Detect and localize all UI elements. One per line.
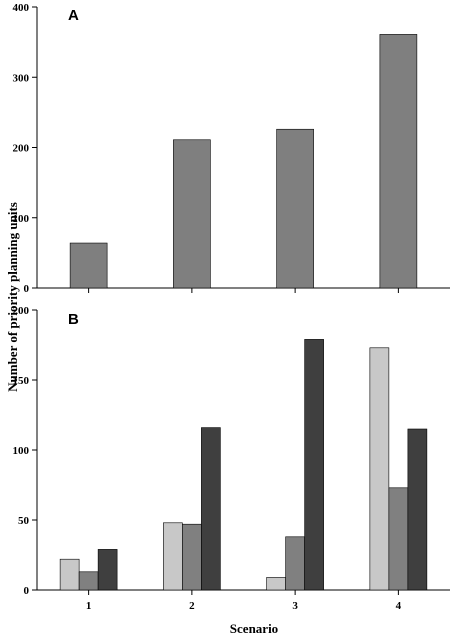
panel-b: B 0 50 100 150 200 1 2 3 4 [13, 305, 450, 612]
x-tick-label: 2 [189, 600, 195, 612]
bar [379, 34, 418, 289]
x-axis-title: Scenario [230, 621, 278, 636]
panel-a-label: A [68, 7, 79, 24]
bar [97, 549, 118, 591]
bar [201, 427, 221, 591]
bar [59, 558, 80, 591]
y-tick-label: 400 [13, 2, 30, 14]
y-tick-label: 200 [13, 143, 30, 155]
y-tick-label: 50 [18, 515, 30, 527]
y-tick-label: 100 [13, 213, 30, 225]
bar [304, 339, 324, 591]
bar [173, 139, 211, 289]
panel-b-label: B [68, 311, 79, 328]
y-tick-label: 200 [13, 305, 30, 317]
bar [388, 487, 409, 591]
bar [369, 347, 390, 591]
bar [78, 571, 99, 591]
bar [407, 428, 428, 591]
bar [69, 242, 108, 289]
x-tick-label: 3 [292, 600, 298, 612]
bar [276, 128, 314, 289]
y-tick-label: 100 [13, 445, 30, 457]
x-tick-label: 1 [86, 600, 92, 612]
y-tick-label: 0 [24, 585, 30, 597]
y-tick-label: 300 [13, 72, 30, 84]
bar [182, 523, 202, 591]
x-tick-label: 4 [396, 600, 402, 612]
bar [285, 536, 305, 591]
y-axis-title: Number of priority planning units [5, 202, 20, 392]
bar [266, 577, 286, 591]
bar [163, 522, 183, 591]
y-tick-label: 0 [24, 283, 30, 295]
panel-a: A 0 100 200 300 400 [13, 2, 450, 295]
y-tick-label: 150 [13, 375, 30, 387]
